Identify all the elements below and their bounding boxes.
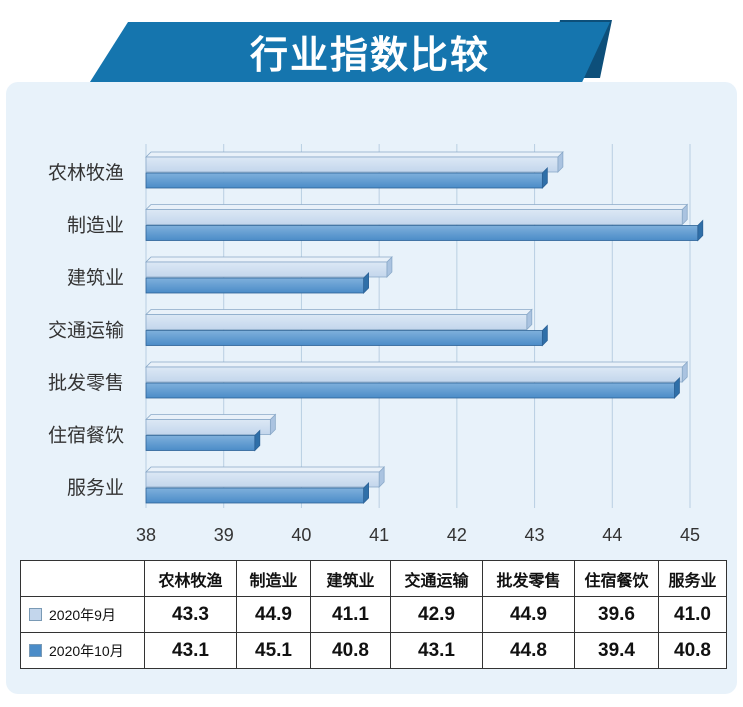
category-label: 建筑业	[67, 267, 124, 289]
table-cell: 44.9	[236, 596, 311, 633]
table-header: 建筑业	[310, 560, 391, 597]
table-cell: 45.1	[236, 632, 311, 669]
bar	[145, 314, 528, 330]
x-tick-label: 39	[214, 525, 234, 545]
bar-top	[145, 466, 386, 473]
x-tick-label: 45	[680, 525, 700, 545]
table-header-row: 农林牧渔 制造业 建筑业 交通运输 批发零售 住宿餐饮 服务业	[20, 560, 727, 597]
category-label: 服务业	[67, 477, 124, 499]
x-tick-label: 38	[136, 525, 156, 545]
bar-side	[541, 324, 548, 347]
bar	[145, 471, 380, 488]
x-tick-label: 40	[291, 525, 311, 545]
table-cell: 43.3	[144, 596, 237, 633]
bar-chart: 38 39 40 41 42 43 44 45 农林牧渔制造业建筑业交通运输批发零售住宿餐饮服务…	[48, 144, 704, 545]
table-header: 住宿餐饮	[574, 560, 659, 597]
table-cell: 41.1	[310, 596, 391, 633]
x-tick-label: 42	[447, 525, 467, 545]
legend-cell-oct: 2020年10月	[20, 632, 145, 669]
bar	[145, 487, 365, 504]
x-tick-label: 41	[369, 525, 389, 545]
table-header: 交通运输	[390, 560, 483, 597]
table-row: 2020年9月 43.3 44.9 41.1 42.9 44.9 39.6 41…	[20, 596, 727, 633]
table-cell: 39.4	[574, 632, 659, 669]
bar-top	[145, 309, 533, 315]
bar	[145, 382, 675, 399]
bar	[145, 172, 543, 189]
table-header: 制造业	[236, 560, 311, 597]
data-table: 农林牧渔 制造业 建筑业 交通运输 批发零售 住宿餐饮 服务业 2020年9月 …	[20, 560, 727, 669]
oct-swatch	[29, 643, 42, 657]
table-cell: 43.1	[390, 632, 483, 669]
table-cell: 42.9	[390, 596, 483, 633]
bar	[145, 330, 543, 346]
category-label: 制造业	[67, 215, 124, 237]
category-label: 农林牧渔	[48, 162, 124, 184]
bar	[145, 156, 559, 173]
bar	[145, 261, 388, 278]
table-row: 2020年10月 43.1 45.1 40.8 43.1 44.8 39.4 4…	[20, 632, 727, 669]
table-cell: 41.0	[658, 596, 727, 633]
table-cell: 40.8	[658, 632, 727, 669]
category-label: 交通运输	[48, 320, 124, 342]
sept-swatch	[29, 607, 42, 621]
bar-side	[697, 219, 704, 242]
table-header: 批发零售	[482, 560, 575, 597]
page-title: 行业指数比较	[249, 33, 490, 77]
bar	[145, 277, 365, 294]
bar	[145, 209, 683, 225]
table-header: 服务业	[658, 560, 727, 597]
table-cell: 44.8	[482, 632, 575, 669]
legend-label: 2020年10月	[49, 642, 124, 659]
bar-top	[145, 414, 277, 420]
category-label: 住宿餐饮	[48, 425, 124, 447]
bar	[145, 225, 699, 241]
bar-top	[145, 256, 393, 263]
table-cell: 43.1	[144, 632, 237, 669]
table-header: 农林牧渔	[144, 560, 237, 597]
table-cell: 44.9	[482, 596, 575, 633]
category-label: 批发零售	[48, 372, 124, 394]
bar-top	[145, 361, 689, 368]
table-corner-cell	[20, 560, 145, 597]
legend-cell-sept: 2020年9月	[20, 596, 145, 633]
bar	[145, 435, 256, 451]
table-cell: 40.8	[310, 632, 391, 669]
x-tick-label: 43	[525, 525, 545, 545]
bar-top	[145, 151, 564, 158]
bar-top	[145, 204, 689, 210]
bar	[145, 419, 271, 435]
legend-label: 2020年9月	[49, 606, 116, 623]
bar	[145, 366, 683, 383]
x-tick-label: 44	[602, 525, 622, 545]
table-cell: 39.6	[574, 596, 659, 633]
